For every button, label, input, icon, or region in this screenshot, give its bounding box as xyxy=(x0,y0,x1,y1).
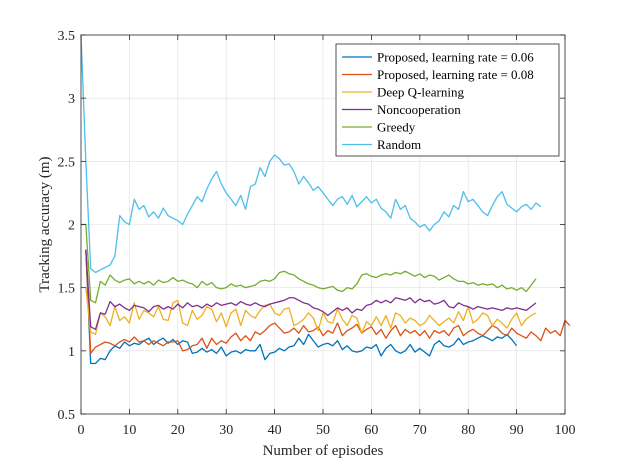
x-tick-label: 0 xyxy=(78,423,85,438)
y-tick-label: 1.5 xyxy=(58,282,76,297)
y-tick-label: 0.5 xyxy=(58,408,76,423)
legend-entry-deep-q-learning: Deep Q-learning xyxy=(377,85,464,100)
x-axis-label: Number of episodes xyxy=(263,443,384,459)
axis-ticks: 0 10 20 30 40 50 60 70 80 90 100 0.5 1 1.5 2 2.5 3 3.5 xyxy=(58,29,576,438)
x-tick-label: 10 xyxy=(122,423,136,438)
legend-entry-random: Random xyxy=(377,137,421,152)
series-line-proposed-learning-rate-0-08 xyxy=(85,249,571,355)
series-line-greedy xyxy=(81,223,537,304)
x-tick-label: 20 xyxy=(171,423,185,438)
y-tick-label: 3.5 xyxy=(58,29,76,44)
x-tick-label: 50 xyxy=(316,423,330,438)
x-tick-label: 70 xyxy=(413,423,427,438)
x-tick-label: 30 xyxy=(219,423,233,438)
series-line-noncooperation xyxy=(85,249,537,331)
legend-entry-greedy: Greedy xyxy=(377,120,416,135)
x-tick-label: 60 xyxy=(364,423,378,438)
x-tick-label: 90 xyxy=(510,423,524,438)
legend: Proposed, learning rate = 0.06 Proposed, … xyxy=(335,43,560,157)
series-group xyxy=(80,34,571,365)
series-line-random xyxy=(80,34,542,274)
x-tick-label: 80 xyxy=(461,423,475,438)
legend-box xyxy=(335,43,560,157)
legend-entry-proposed-learning-rate-0-08: Proposed, learning rate = 0.08 xyxy=(377,67,534,82)
x-tick-label: 40 xyxy=(268,423,282,438)
y-tick-label: 2 xyxy=(68,219,75,234)
series-line-deep-q-learning xyxy=(85,287,537,336)
legend-entry-proposed-learning-rate-0-06: Proposed, learning rate = 0.06 xyxy=(377,50,534,65)
y-axis-label: Tracking accuracy (m) xyxy=(37,156,53,292)
x-tick-label: 100 xyxy=(555,423,576,438)
y-tick-label: 3 xyxy=(68,92,75,107)
y-tick-label: 1 xyxy=(68,345,75,360)
y-tick-label: 2.5 xyxy=(58,155,76,170)
legend-entry-noncooperation: Noncooperation xyxy=(377,102,461,117)
series-line-proposed-learning-rate-0-06 xyxy=(85,249,518,365)
